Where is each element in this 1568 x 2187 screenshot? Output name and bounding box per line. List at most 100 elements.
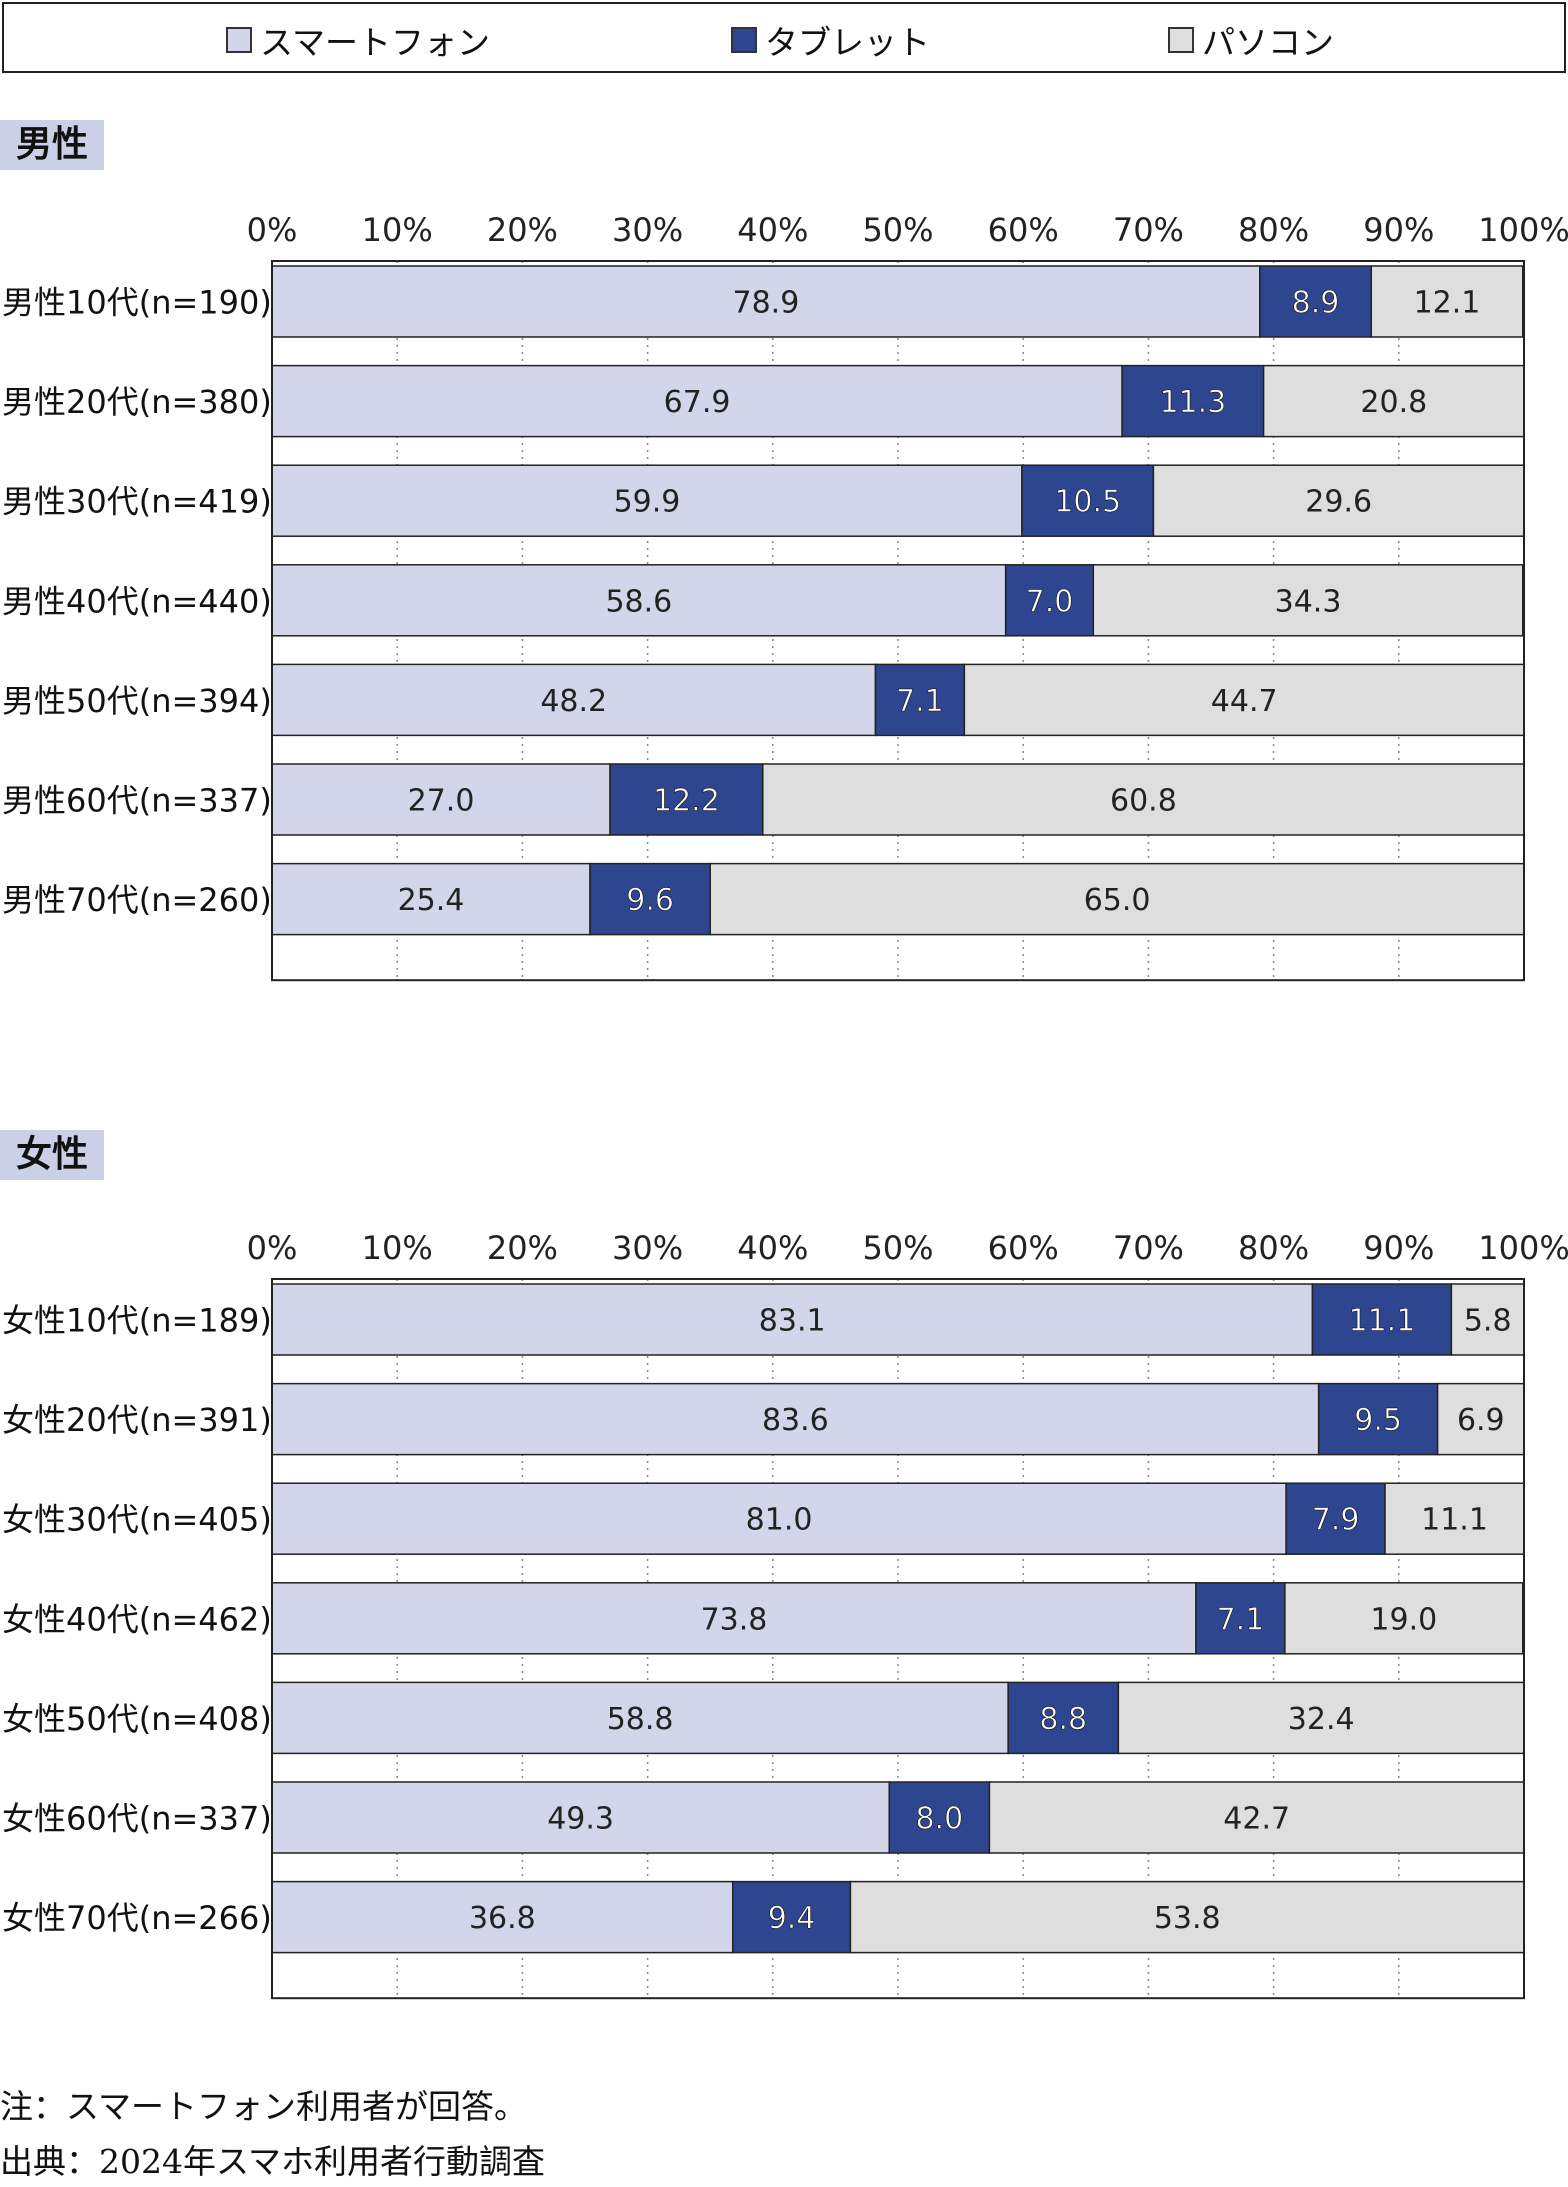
male-data-label: 27.0 xyxy=(408,784,475,819)
male-category-label: 男性70代(n=260) xyxy=(2,881,272,919)
footnote-source: 出典：2024年スマホ利用者行動調査 xyxy=(0,2142,545,2181)
male-bar-segment xyxy=(271,265,1261,338)
male-bar-segment xyxy=(609,763,764,836)
male-bar-segment xyxy=(963,663,1525,737)
male-data-label: 8.9 xyxy=(1292,286,1340,321)
legend-swatch-pc xyxy=(1168,26,1194,53)
male-tick-label: 50% xyxy=(862,211,933,249)
female-tick-label: 50% xyxy=(862,1229,933,1267)
female-bar-segment xyxy=(271,1382,1320,1456)
male-bar-segment xyxy=(874,663,966,737)
male-data-label: 48.2 xyxy=(540,684,607,719)
male-bar-segment xyxy=(271,564,1007,637)
female-bar-segment xyxy=(1284,1582,1524,1655)
female-category-label: 女性50代(n=408) xyxy=(2,1700,272,1738)
female-tick-label: 30% xyxy=(612,1229,683,1267)
male-data-label: 9.6 xyxy=(626,883,674,918)
chart-male: 0% 10% 20% 30% 40% 50% 60% 70% 80% 90% 100% 男性10代(n… xyxy=(2,211,1568,982)
female-data-label: 9.5 xyxy=(1354,1403,1402,1438)
male-data-label: 11.3 xyxy=(1159,385,1226,420)
female-bar-segment xyxy=(1195,1582,1286,1655)
legend-item-tablet: タブレット xyxy=(731,4,930,75)
male-data-label: 58.6 xyxy=(605,584,672,619)
male-data-label: 60.8 xyxy=(1110,784,1177,819)
female-data-label: 11.1 xyxy=(1421,1503,1488,1538)
male-data-label: 7.0 xyxy=(1026,584,1074,619)
female-data-label: 8.8 xyxy=(1039,1702,1087,1737)
male-tick-label: 90% xyxy=(1363,211,1434,249)
male-data-label: 67.9 xyxy=(664,385,731,420)
male-bar-segment xyxy=(709,862,1525,936)
female-data-label: 83.1 xyxy=(759,1304,826,1339)
female-data-label: 7.1 xyxy=(1217,1602,1265,1637)
male-data-label: 7.1 xyxy=(896,684,944,719)
male-data-label: 29.6 xyxy=(1305,485,1372,520)
male-tick-label: 70% xyxy=(1113,211,1184,249)
female-bar-segment xyxy=(1117,1681,1525,1755)
male-tick-label: 80% xyxy=(1238,211,1309,249)
female-category-label: 女性20代(n=391) xyxy=(2,1401,272,1439)
male-bar-segment xyxy=(1021,464,1155,537)
legend-item-pc: パソコン xyxy=(1168,4,1334,75)
female-category-label: 女性60代(n=337) xyxy=(2,1800,272,1838)
male-tick-label: 100% xyxy=(1478,211,1568,249)
legend-item-smartphone: スマートフォン xyxy=(226,4,490,75)
female-tick-label: 20% xyxy=(487,1229,558,1267)
female-tick-label: 40% xyxy=(737,1229,808,1267)
female-data-label: 32.4 xyxy=(1288,1702,1355,1737)
female-bar-segment xyxy=(1317,1382,1439,1456)
male-data-label: 34.3 xyxy=(1275,584,1342,619)
female-tick-label: 0% xyxy=(247,1229,298,1267)
male-tick-label: 30% xyxy=(612,211,683,249)
female-bar-segment xyxy=(888,1781,991,1854)
male-tick-label: 10% xyxy=(362,211,433,249)
female-category-label: 女性40代(n=462) xyxy=(2,1600,272,1638)
male-bar-segment xyxy=(271,763,611,836)
male-data-label: 12.2 xyxy=(653,784,720,819)
male-tick-label: 0% xyxy=(247,211,298,249)
chart-female: 0% 10% 20% 30% 40% 50% 60% 70% 80% 90% 100% 女性10代(n… xyxy=(2,1229,1568,2000)
female-data-label: 6.9 xyxy=(1457,1403,1505,1438)
female-tick-label: 100% xyxy=(1478,1229,1568,1267)
male-tick-label: 20% xyxy=(487,211,558,249)
female-data-label: 36.8 xyxy=(469,1901,536,1936)
female-data-label: 9.4 xyxy=(768,1901,816,1936)
male-data-label: 78.9 xyxy=(733,286,800,321)
male-category-label: 男性60代(n=337) xyxy=(2,782,272,820)
male-category-label: 男性30代(n=419) xyxy=(2,483,272,521)
section-label-male: 男性 xyxy=(0,120,104,170)
female-tick-label: 60% xyxy=(988,1229,1059,1267)
female-bar-segment xyxy=(271,1880,734,1954)
female-plot-frame xyxy=(271,1278,1525,2000)
male-bar-segment xyxy=(271,364,1123,438)
male-bar-segment xyxy=(762,763,1525,836)
female-bar-segment xyxy=(731,1880,852,1954)
female-data-label: 81.0 xyxy=(746,1503,813,1538)
male-data-label: 20.8 xyxy=(1360,385,1427,420)
female-data-label: 83.6 xyxy=(762,1403,829,1438)
male-bar-segment xyxy=(589,862,711,936)
female-data-label: 8.0 xyxy=(915,1802,963,1837)
female-data-label: 5.8 xyxy=(1464,1304,1512,1339)
female-bar-segment xyxy=(1285,1482,1386,1555)
female-data-label: 19.0 xyxy=(1370,1602,1437,1637)
male-data-label: 44.7 xyxy=(1211,684,1278,719)
male-data-label: 25.4 xyxy=(398,883,465,918)
female-bar-segment xyxy=(1311,1283,1453,1356)
female-category-label: 女性70代(n=266) xyxy=(2,1899,272,1937)
female-category-label: 女性30代(n=405) xyxy=(2,1501,272,1539)
male-bar-segment xyxy=(271,663,877,737)
legend: スマートフォン タブレット パソコン xyxy=(2,2,1566,73)
male-bar-segment xyxy=(1092,564,1524,637)
male-category-label: 男性50代(n=394) xyxy=(2,682,272,720)
female-bar-segment xyxy=(988,1781,1525,1854)
female-bar-segment xyxy=(271,1681,1009,1755)
male-data-label: 10.5 xyxy=(1054,485,1121,520)
legend-swatch-smartphone xyxy=(226,26,252,53)
female-data-label: 53.8 xyxy=(1154,1901,1221,1936)
male-plot-frame xyxy=(271,260,1525,982)
male-data-label: 12.1 xyxy=(1414,286,1481,321)
female-data-label: 42.7 xyxy=(1223,1802,1290,1837)
female-bar-segment xyxy=(1436,1382,1525,1456)
female-tick-label: 90% xyxy=(1363,1229,1434,1267)
